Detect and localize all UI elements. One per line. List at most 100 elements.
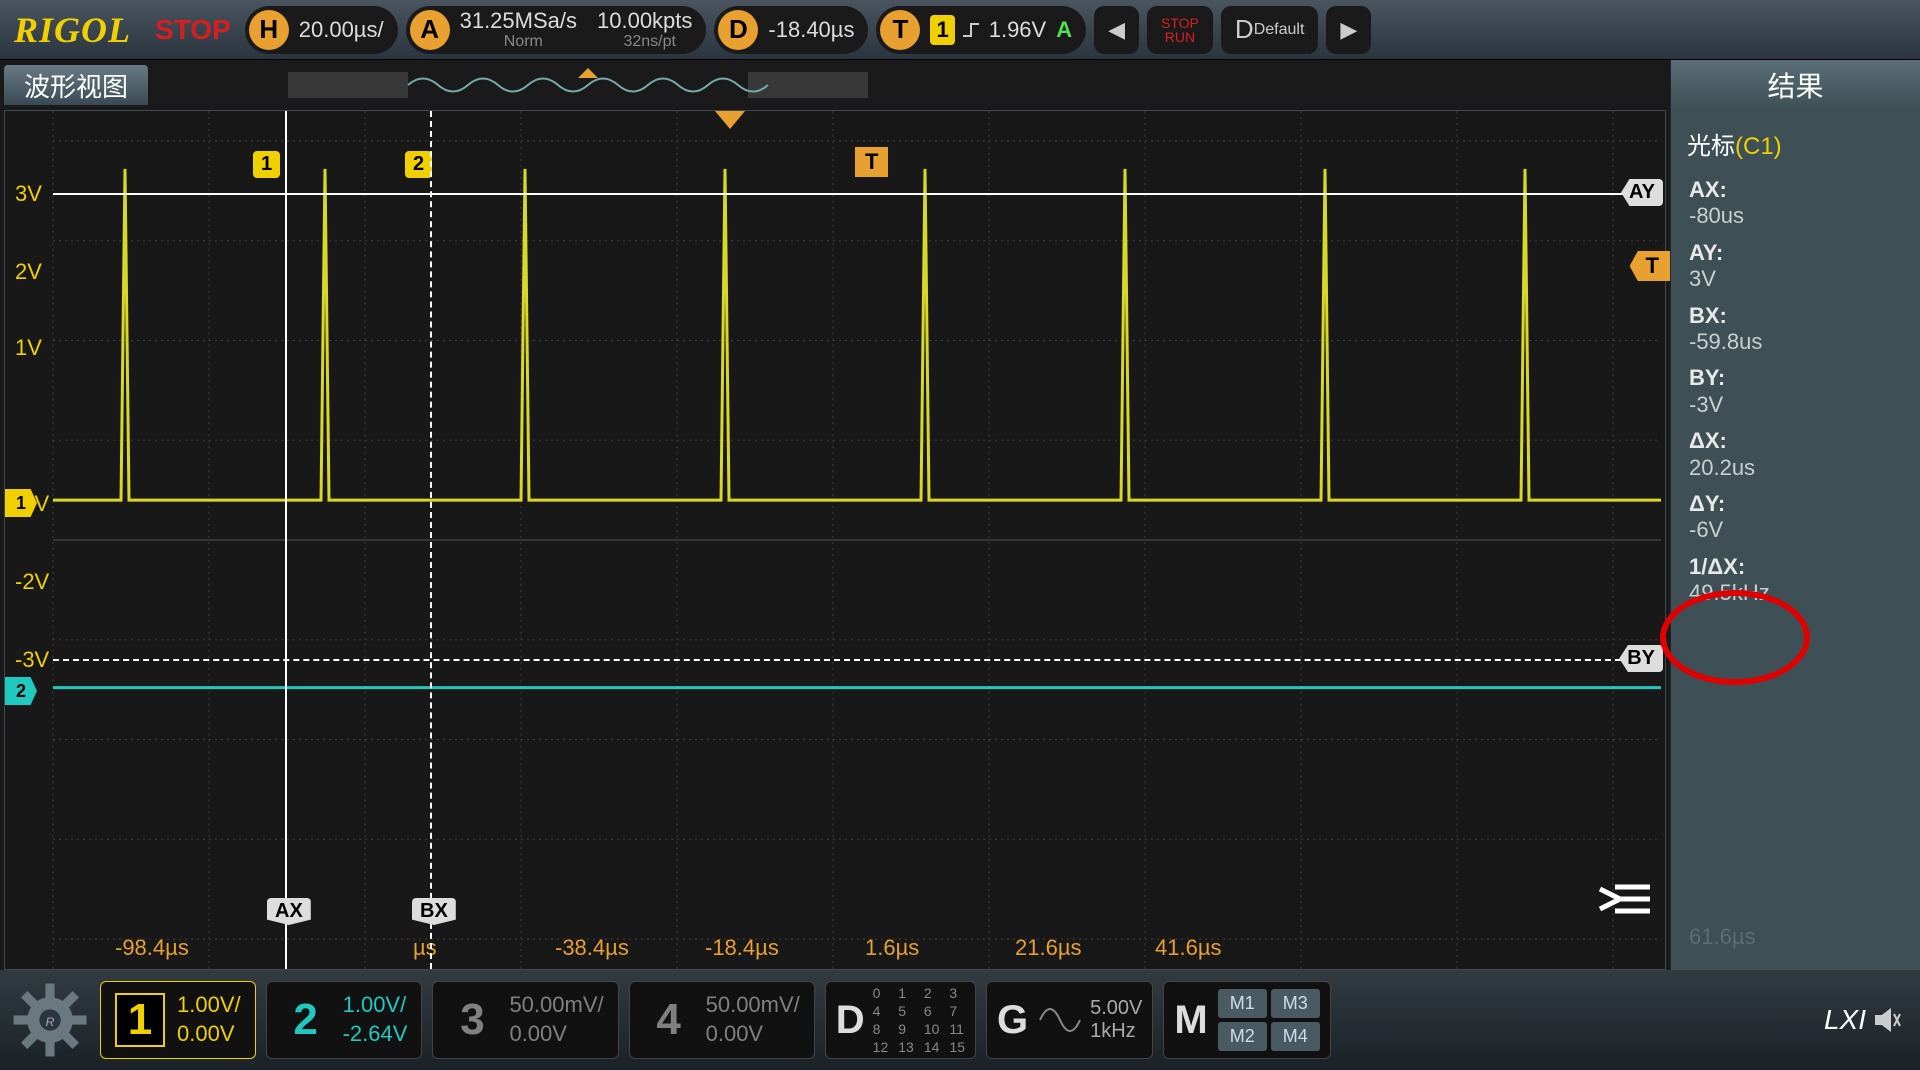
ch2-marker[interactable]: 2 <box>5 677 37 705</box>
cursor-ay-line[interactable] <box>53 193 1661 195</box>
meas-value: 20.2us <box>1689 455 1902 481</box>
t-value: 1.96V <box>989 17 1047 43</box>
meas-label: ΔY: <box>1689 491 1902 517</box>
channel-number: 1 <box>115 993 165 1047</box>
digital-channels-box[interactable]: D 0123456789101112131415 <box>825 981 976 1059</box>
sine-icon <box>1038 1007 1082 1033</box>
default-label: Default <box>1254 21 1305 39</box>
svg-text:R: R <box>46 1015 55 1029</box>
math-M4-button[interactable]: M4 <box>1271 1022 1320 1051</box>
edge-icon <box>961 20 981 40</box>
hidden-x-label: 61.6µs <box>1689 924 1756 950</box>
horizontal-scale-pill[interactable]: H 20.00µs/ <box>245 6 398 54</box>
speaker-mute-icon[interactable] <box>1874 1006 1902 1034</box>
channel-2-box[interactable]: 2 1.00V/-2.64V <box>266 981 423 1059</box>
meas-value: 49.5kHz <box>1689 580 1902 606</box>
cursor-1-badge[interactable]: 1 <box>253 151 280 178</box>
a-badge: A <box>410 10 450 50</box>
brand-logo: RIGOL <box>0 9 145 51</box>
t-channel: 1 <box>930 15 954 45</box>
generator-box[interactable]: G 5.00V 1kHz <box>986 981 1153 1059</box>
trigger-level-marker[interactable]: T <box>1630 251 1671 281</box>
meas-label: ΔX: <box>1689 428 1902 454</box>
cursor-by-line[interactable] <box>53 659 1661 661</box>
digital-ch: 4 <box>873 1003 889 1019</box>
channel-4-box[interactable]: 4 50.00mV/0.00V <box>629 981 815 1059</box>
nav-right-button[interactable]: ▶ <box>1326 6 1371 54</box>
math-box[interactable]: M M1M3M2M4 <box>1163 981 1330 1059</box>
meas-value: -3V <box>1689 392 1902 418</box>
trigger-position-marker[interactable] <box>715 111 745 131</box>
waveview-title: 波形视图 <box>4 65 148 105</box>
m-label: M <box>1174 998 1207 1043</box>
digital-ch: 14 <box>924 1039 940 1055</box>
a-rate: 31.25MSa/s <box>460 9 577 33</box>
channel-3-box[interactable]: 3 50.00mV/0.00V <box>432 981 618 1059</box>
t-badge: T <box>880 10 920 50</box>
x-tick-label: -38.4µs <box>555 935 629 961</box>
meas-value: -6V <box>1689 517 1902 543</box>
t-auto: A <box>1056 17 1072 43</box>
stop-run-button[interactable]: STOPRUN <box>1147 6 1213 54</box>
h-badge: H <box>249 10 289 50</box>
x-tick-label: 41.6µs <box>1155 935 1222 961</box>
cursor-ax-line[interactable] <box>285 111 287 969</box>
cursor-by-badge[interactable]: BY <box>1619 645 1663 672</box>
meas-label: BY: <box>1689 365 1902 391</box>
y-tick-label: 1V <box>15 335 42 361</box>
digital-ch: 3 <box>949 985 965 1001</box>
digital-ch: 2 <box>924 985 940 1001</box>
results-panel: 结果 光标(C1) AX:-80usAY:3VBX:-59.8usBY:-3VΔ… <box>1670 60 1920 970</box>
default-button[interactable]: DDefault <box>1221 6 1318 54</box>
overview-bar[interactable] <box>288 68 888 102</box>
x-tick-label: 21.6µs <box>1015 935 1082 961</box>
cursor-ay-badge[interactable]: AY <box>1621 179 1663 206</box>
cursor-2-badge[interactable]: 2 <box>405 151 432 178</box>
d-label: D <box>836 998 865 1043</box>
cursor-bx-badge[interactable]: BX <box>412 898 456 925</box>
a-res: 32ns/pt <box>623 33 675 51</box>
meas-label: AY: <box>1689 240 1902 266</box>
digital-ch: 5 <box>898 1003 914 1019</box>
expand-icon[interactable] <box>1595 879 1655 919</box>
channel-info: 1.00V/-2.64V <box>343 991 408 1048</box>
acquire-pill[interactable]: A 31.25MSa/s Norm 10.00kpts 32ns/pt <box>406 6 707 54</box>
math-M2-button[interactable]: M2 <box>1218 1022 1267 1051</box>
meas-value: -80us <box>1689 203 1902 229</box>
meas-label: AX: <box>1689 177 1902 203</box>
channel-info: 50.00mV/0.00V <box>706 991 800 1048</box>
channel-number: 4 <box>644 995 694 1045</box>
meas-value: 3V <box>1689 266 1902 292</box>
a-mode: Norm <box>504 33 543 51</box>
math-M3-button[interactable]: M3 <box>1271 989 1320 1018</box>
waveform-display[interactable]: 3V2V1V-1V-2V-3V -98.4µsµs-38.4µs-18.4µs1… <box>4 110 1666 970</box>
cursor-ax-badge[interactable]: AX <box>267 898 311 925</box>
g-ampl: 5.00V <box>1090 997 1142 1020</box>
y-tick-label: -3V <box>15 647 49 673</box>
x-tick-label: µs <box>413 935 437 961</box>
d-value: -18.40µs <box>768 17 854 43</box>
digital-ch: 11 <box>949 1021 965 1037</box>
trigger-t-flag[interactable]: T <box>855 147 888 177</box>
trigger-pill[interactable]: T 1 1.96V A <box>876 6 1086 54</box>
channel-1-box[interactable]: 1 1.00V/0.00V <box>100 981 256 1059</box>
settings-gear-icon[interactable]: R <box>10 980 90 1060</box>
ch1-marker[interactable]: 1 <box>5 489 37 517</box>
nav-left-button[interactable]: ◀ <box>1094 6 1139 54</box>
channel-number: 2 <box>281 995 331 1045</box>
y-tick-label: 3V <box>15 181 42 207</box>
digital-ch: 6 <box>924 1003 940 1019</box>
cursor-heading[interactable]: 光标(C1) <box>1687 126 1904 161</box>
cursor-bx-line[interactable] <box>430 111 432 969</box>
delay-pill[interactable]: D -18.40µs <box>714 6 868 54</box>
y-tick-label: 2V <box>15 259 42 285</box>
run-status: STOP <box>145 14 241 46</box>
digital-ch: 10 <box>924 1021 940 1037</box>
digital-ch: 15 <box>949 1039 965 1055</box>
digital-ch: 0 <box>873 985 889 1001</box>
h-value: 20.00µs/ <box>299 17 384 43</box>
math-M1-button[interactable]: M1 <box>1218 989 1267 1018</box>
g-freq: 1kHz <box>1090 1020 1142 1043</box>
channel-info: 1.00V/0.00V <box>177 991 241 1048</box>
digital-ch: 12 <box>873 1039 889 1055</box>
